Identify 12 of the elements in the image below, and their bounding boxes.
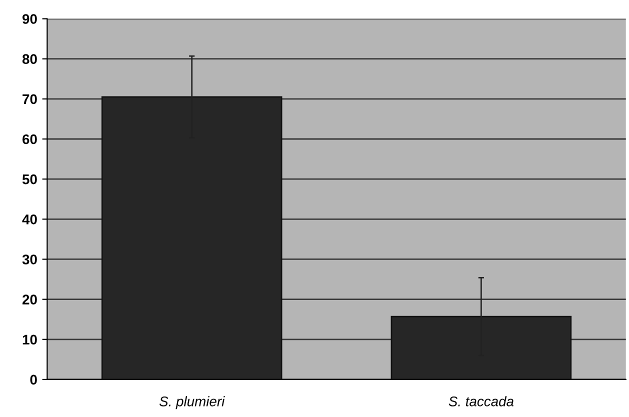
x-tick-label: S. plumieri (159, 396, 225, 410)
y-tick-label: 30 (22, 254, 37, 264)
y-tick-label: 20 (22, 294, 37, 304)
y-tick-label: 60 (22, 134, 37, 144)
y-tick-label: 80 (22, 54, 37, 64)
x-tick-label: S. taccada (448, 396, 514, 406)
y-tick-label: 70 (22, 94, 37, 104)
y-tick-label: 50 (22, 174, 37, 184)
y-tick-label: 90 (22, 14, 37, 24)
y-tick-label: 40 (22, 214, 37, 224)
y-tick-label: 10 (22, 334, 37, 345)
y-tick-label: 0 (30, 374, 37, 385)
